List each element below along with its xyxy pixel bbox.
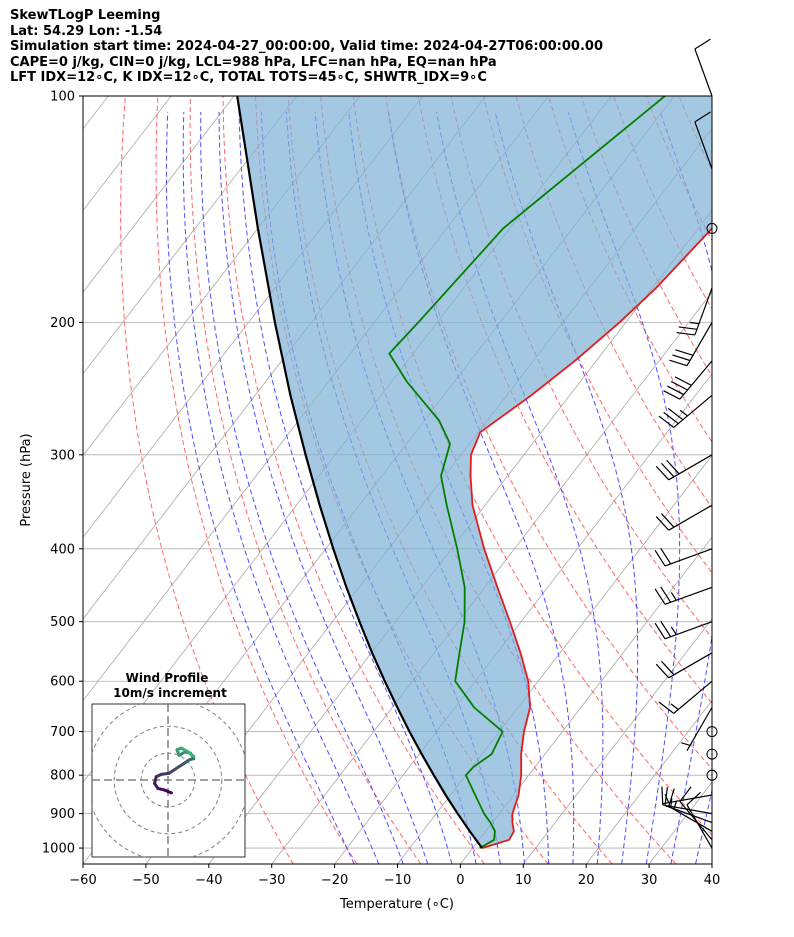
hodograph-segment: [186, 750, 196, 758]
indices-line: CAPE=0 j/kg, CIN=0 j/kg, LCL=988 hPa, LF…: [10, 54, 497, 70]
dry-adiabat: [776, 96, 794, 864]
dewpoint-line: [388, 96, 666, 849]
wind-barb: [681, 707, 713, 751]
moist-adiabat: [435, 111, 604, 864]
wind-barb: [655, 652, 713, 679]
cape-region: [237, 96, 712, 849]
dry-adiabat: [710, 96, 712, 99]
location-line: Lat: 54.29 Lon: -1.54: [10, 23, 163, 39]
wind-barb: [663, 360, 713, 400]
isotherm: [83, 96, 235, 293]
dry-adiabat: [189, 96, 422, 864]
y-axis: 100 200 300 400 500 600 700 800 900 1000: [42, 90, 83, 857]
chart-header: SkewTLogP Leeming Lat: 54.29 Lon: -1.54 …: [10, 8, 603, 86]
wind-barb: [676, 287, 713, 336]
x-tick-label: −40: [195, 873, 222, 888]
wind-barb: [655, 504, 713, 531]
x-axis-label: Temperature (∘C): [339, 897, 454, 912]
y-tick-label: 800: [50, 769, 75, 784]
wind-barb-calm: [706, 726, 718, 738]
hodograph-ring: [113, 725, 223, 835]
moist-adiabat: [200, 111, 404, 864]
isotherm: [585, 699, 712, 864]
profiles: [236, 96, 712, 849]
moist-adiabat: [238, 111, 453, 864]
time-line: Simulation start time: 2024-04-27_00:00:…: [10, 39, 603, 55]
hodograph-inset: Wind Profile 10m/s increment: [91, 671, 246, 858]
dry-adiabat: [548, 96, 712, 443]
dry-adiabat: [450, 96, 712, 639]
wind-barb: [662, 793, 713, 805]
dry-adiabat: [744, 96, 794, 864]
isotherm: [460, 536, 712, 864]
wind-barb: [668, 788, 713, 832]
temperature-line: [469, 227, 712, 849]
y-tick-label: 500: [50, 615, 75, 630]
x-tick-label: −30: [258, 873, 285, 888]
dry-adiabat: [222, 96, 485, 864]
x-tick-label: 0: [456, 873, 464, 888]
moist-adiabat: [218, 111, 429, 864]
y-tick-label: 300: [50, 448, 75, 463]
isotherm: [711, 863, 712, 864]
x-tick-label: 30: [641, 873, 658, 888]
moist-adiabat: [182, 111, 380, 864]
wind-barbs: [654, 38, 718, 849]
x-tick-label: 10: [515, 873, 532, 888]
y-tick-label: 700: [50, 725, 75, 740]
isotherm: [83, 96, 298, 375]
isotherm: [522, 618, 712, 864]
isotherm: [775, 96, 794, 864]
wind-barb: [661, 786, 713, 815]
wind-barb: [654, 586, 713, 605]
y-tick-label: 600: [50, 675, 75, 690]
moist-adiabat: [165, 111, 355, 864]
wind-barb: [654, 547, 713, 567]
wind-barb: [694, 38, 713, 97]
y-tick-label: 900: [50, 807, 75, 822]
stability-line: LFT IDX=12∘C, K IDX=12∘C, TOTAL TOTS=45∘…: [10, 70, 487, 86]
wind-barb: [655, 454, 713, 481]
moist-adiabat: [720, 112, 794, 864]
wind-barb: [654, 620, 713, 640]
dry-adiabat: [515, 96, 712, 509]
x-tick-label: −50: [132, 873, 159, 888]
x-tick-label: −60: [69, 873, 96, 888]
wind-barb: [686, 791, 713, 849]
moist-adiabat: [494, 111, 639, 864]
wind-barb-calm: [706, 769, 718, 781]
moist-adiabat: [388, 111, 575, 864]
y-tick-label: 200: [50, 316, 75, 331]
wind-barb: [669, 322, 713, 367]
x-axis: −60 −50 −40 −30 −20 −10 0 10 20 30 40: [69, 864, 720, 888]
isotherm: [271, 291, 712, 864]
x-tick-label: 40: [704, 873, 721, 888]
dry-adiabat: [120, 96, 294, 864]
wind-barb: [658, 680, 713, 714]
wind-barb: [694, 111, 713, 170]
y-tick-label: 100: [50, 90, 75, 105]
wind-barb-calm: [706, 748, 718, 760]
hodograph-title: Wind Profile: [126, 671, 209, 685]
y-tick-label: 400: [50, 542, 75, 557]
wind-barb-calm: [706, 222, 718, 234]
x-tick-label: −20: [321, 873, 348, 888]
y-axis-label: Pressure (hPa): [19, 433, 34, 526]
cape-fill: [237, 96, 712, 849]
chart-title: SkewTLogP Leeming: [10, 8, 161, 23]
wind-barb: [679, 786, 713, 841]
wind-barb: [658, 394, 713, 428]
y-tick-label: 1000: [42, 842, 75, 857]
x-tick-label: −10: [384, 873, 411, 888]
x-tick-label: 20: [578, 873, 595, 888]
parcel-line: [236, 96, 483, 849]
hodograph-subtitle: 10m/s increment: [113, 686, 227, 700]
